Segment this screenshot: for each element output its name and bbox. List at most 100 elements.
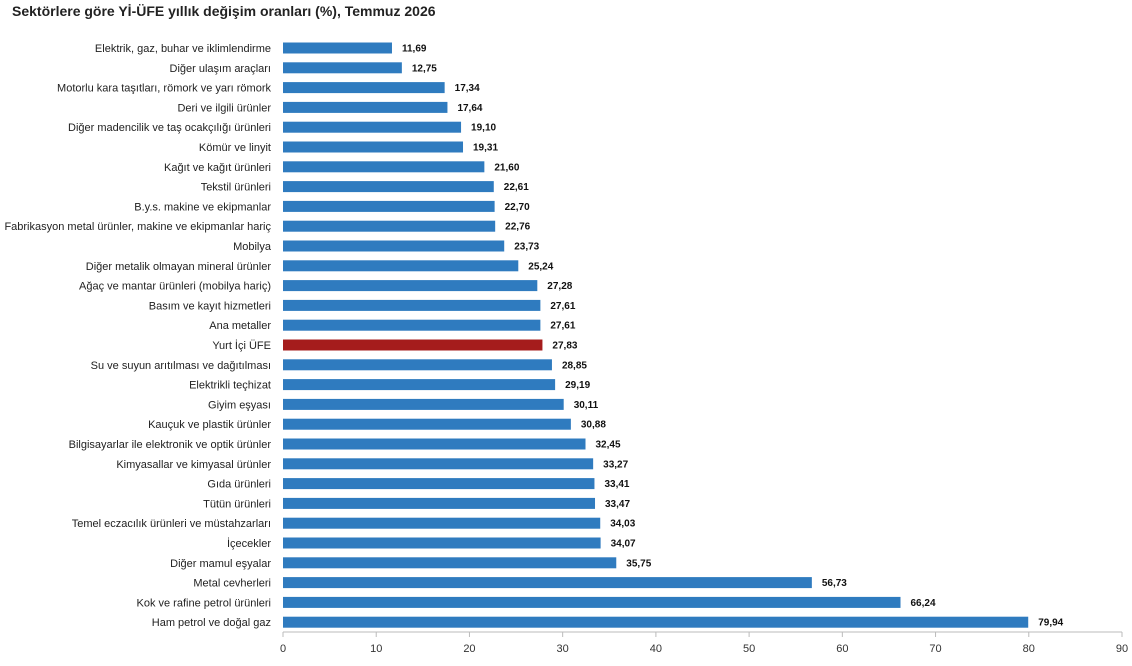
value-label: 27,28 — [547, 281, 572, 292]
bar-highlight — [283, 339, 543, 351]
x-tick-label: 90 — [1116, 643, 1128, 655]
value-label: 30,11 — [574, 400, 599, 411]
value-label: 33,41 — [604, 479, 629, 490]
category-label: Diğer metalik olmayan mineral ürünler — [86, 261, 272, 273]
category-label: Ana metaller — [209, 320, 271, 332]
category-label: Metal cevherleri — [193, 578, 271, 590]
value-label: 27,61 — [550, 301, 575, 312]
category-label: Giyim eşyası — [208, 399, 271, 411]
category-label: Deri ve ilgili ürünler — [177, 102, 271, 114]
value-label: 30,88 — [581, 420, 606, 431]
category-label: Kimyasallar ve kimyasal ürünler — [116, 459, 271, 471]
bar — [283, 161, 485, 173]
category-label: İçecekler — [227, 537, 271, 550]
value-label: 28,85 — [562, 360, 587, 371]
value-label: 22,70 — [505, 202, 530, 213]
bar — [283, 517, 601, 529]
bar — [283, 42, 392, 54]
x-tick-label: 0 — [280, 643, 286, 655]
value-label: 27,61 — [550, 321, 575, 332]
bar — [283, 141, 464, 153]
category-labels-group: Elektrik, gaz, buhar ve iklimlendirme Diğ… — [4, 43, 271, 629]
category-label: Kok ve rafine petrol ürünleri — [136, 597, 271, 609]
bar — [283, 379, 556, 391]
bar — [283, 299, 541, 311]
bar — [283, 319, 541, 331]
category-label: Yurt İçi ÜFE — [212, 339, 271, 352]
bar — [283, 220, 496, 232]
value-label: 25,24 — [528, 261, 553, 272]
x-tick-label: 40 — [650, 643, 662, 655]
category-label: Kağıt ve kağıt ürünleri — [164, 162, 271, 174]
value-label: 21,60 — [494, 162, 519, 173]
x-tick-label: 10 — [370, 643, 382, 655]
bar — [283, 280, 538, 292]
category-label: Elektrikli teçhizat — [189, 380, 271, 392]
x-tick-label: 50 — [743, 643, 755, 655]
x-tick-label: 30 — [557, 643, 569, 655]
bar — [283, 596, 901, 608]
category-label: Diğer ulaşım araçları — [170, 63, 271, 75]
bar — [283, 82, 445, 94]
category-label: Ham petrol ve doğal gaz — [152, 617, 271, 629]
value-label: 66,24 — [911, 598, 936, 609]
x-tick-label: 60 — [836, 643, 848, 655]
bar — [283, 616, 1029, 628]
x-tick-label: 80 — [1023, 643, 1035, 655]
value-label: 56,73 — [822, 578, 847, 589]
value-label: 12,75 — [412, 63, 437, 74]
value-label: 35,75 — [626, 558, 651, 569]
value-label: 19,10 — [471, 123, 496, 134]
bar — [283, 121, 462, 133]
category-label: Mobilya — [233, 241, 272, 253]
bar — [283, 200, 495, 212]
category-label: Su ve suyun arıtılması ve dağıtılması — [91, 360, 271, 372]
value-labels-group: 11,69 12,75 17,34 17,64 19,10 19,31 21,60 22,61… — [402, 44, 1064, 629]
category-label: Ağaç ve mantar ürünleri (mobilya hariç) — [79, 281, 271, 293]
category-label: Motorlu kara taşıtları, römork ve yarı r… — [57, 83, 271, 95]
bar — [283, 497, 596, 509]
category-label: Kömür ve linyit — [199, 142, 271, 154]
bar — [283, 557, 617, 569]
chart-title: Sektörlere göre Yİ-ÜFE yıllık değişim or… — [12, 3, 436, 19]
value-label: 33,47 — [605, 499, 630, 510]
value-label: 17,64 — [457, 103, 482, 114]
bar — [283, 458, 594, 470]
bar — [283, 418, 571, 430]
category-label: Bilgisayarlar ile elektronik ve optik ür… — [69, 439, 272, 451]
value-label: 23,73 — [514, 242, 539, 253]
value-label: 17,34 — [455, 83, 480, 94]
bar — [283, 537, 601, 549]
category-label: Tekstil ürünleri — [201, 182, 271, 194]
category-label: Fabrikasyon metal ürünler, makine ve eki… — [4, 221, 271, 233]
value-label: 34,03 — [610, 519, 635, 530]
value-label: 34,07 — [611, 539, 636, 550]
bar — [283, 359, 552, 371]
value-label: 22,61 — [504, 182, 529, 193]
category-label: Elektrik, gaz, buhar ve iklimlendirme — [95, 43, 271, 55]
category-label: Basım ve kayıt hizmetleri — [149, 300, 271, 312]
value-label: 19,31 — [473, 143, 498, 154]
bars-group — [283, 42, 1029, 628]
value-label: 11,69 — [402, 44, 427, 55]
bar — [283, 260, 519, 272]
x-tick-label: 70 — [929, 643, 941, 655]
category-label: Gıda ürünleri — [207, 479, 271, 491]
value-label: 32,45 — [596, 440, 621, 451]
x-tick-label: 20 — [463, 643, 475, 655]
category-label: Diğer mamul eşyalar — [170, 558, 271, 570]
bar — [283, 438, 586, 450]
category-label: Tütün ürünleri — [203, 498, 271, 510]
category-label: Kauçuk ve plastik ürünler — [148, 419, 271, 431]
value-label: 27,83 — [552, 341, 577, 352]
bar — [283, 101, 448, 113]
x-ticks-group: 0 10 20 30 40 50 60 70 80 90 — [280, 632, 1128, 655]
value-label: 29,19 — [565, 380, 590, 391]
category-label: Temel eczacılık ürünleri ve müstahzarlar… — [72, 518, 271, 530]
category-label: Diğer madencilik ve taş ocakçılığı ürünl… — [68, 122, 271, 134]
value-label: 22,76 — [505, 222, 530, 233]
bar — [283, 398, 564, 410]
value-label: 33,27 — [603, 459, 628, 470]
bar — [283, 577, 812, 589]
value-label: 79,94 — [1038, 618, 1063, 629]
